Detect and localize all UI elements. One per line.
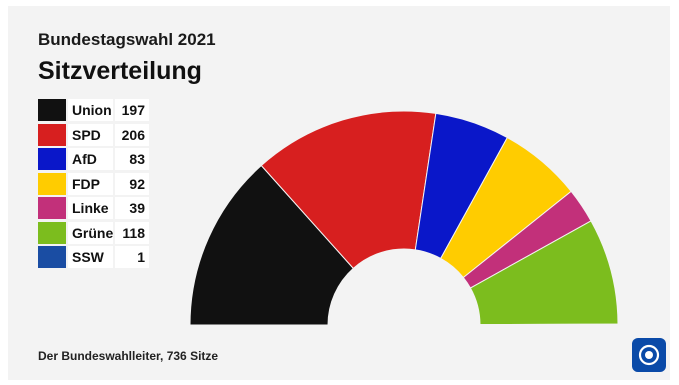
slice-union	[189, 164, 355, 326]
legend-label: FDP	[68, 172, 113, 195]
legend-swatch	[38, 221, 66, 244]
legend-swatch	[38, 197, 66, 219]
legend-item-union: Union 197	[38, 99, 149, 121]
legend-value: 1	[115, 246, 149, 268]
legend-swatch	[38, 172, 66, 195]
legend-label: Linke	[68, 197, 113, 219]
legend-value: 83	[115, 148, 149, 170]
legend-item-grüne: Grüne 118	[38, 221, 149, 244]
legend-label: Grüne	[68, 221, 113, 244]
legend-item-spd: SPD 206	[38, 123, 149, 146]
chart-title: Sitzverteilung	[38, 57, 202, 85]
legend-swatch	[38, 246, 66, 268]
legend-value: 197	[115, 99, 149, 121]
legend-value: 118	[115, 221, 149, 244]
slice-spd	[260, 110, 437, 270]
legend-item-linke: Linke 39	[38, 197, 149, 219]
legend-label: SSW	[68, 246, 113, 268]
legend-swatch	[38, 148, 66, 170]
logo-glyph	[638, 344, 660, 366]
legend-label: AfD	[68, 148, 113, 170]
legend-swatch	[38, 123, 66, 146]
legend-value: 206	[115, 123, 149, 146]
legend-item-afd: AfD 83	[38, 148, 149, 170]
chart-subtitle: Bundestagswahl 2021	[38, 30, 216, 49]
tagesschau-logo-icon	[632, 338, 666, 372]
legend-item-fdp: FDP 92	[38, 172, 149, 195]
legend: Union 197 SPD 206 AfD 83 FDP 92 Linke 39 Grüne 118 S…	[38, 99, 149, 271]
source-note: Der Bundeswahlleiter, 736 Sitze	[38, 349, 219, 363]
slice-ssw	[479, 323, 619, 326]
legend-swatch	[38, 99, 66, 121]
legend-value: 92	[115, 172, 149, 195]
legend-value: 39	[115, 197, 149, 219]
legend-label: Union	[68, 99, 113, 121]
legend-item-ssw: SSW 1	[38, 246, 149, 268]
legend-label: SPD	[68, 123, 113, 146]
